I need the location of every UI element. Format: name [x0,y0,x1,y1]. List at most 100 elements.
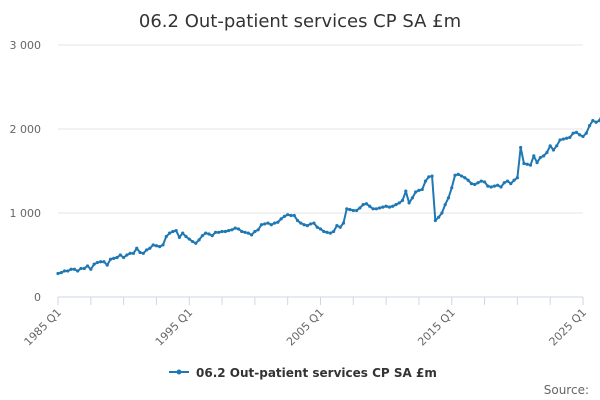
data-point [89,267,93,271]
x-tick-label: 1995 Q1 [153,306,196,349]
data-point [144,248,149,252]
data-point [499,185,503,189]
data-point [440,211,444,215]
data-point [181,231,185,235]
data-point [381,205,385,209]
data-point [269,223,273,227]
data-point [279,217,283,221]
data-point [463,176,467,180]
data-point [391,204,395,208]
data-point [79,266,83,271]
data-point [407,201,411,205]
data-point [492,184,497,188]
data-point [479,179,483,183]
data-point [528,163,533,167]
data-point [105,263,109,267]
data-point [364,202,369,206]
data-point [555,144,559,148]
data-point [325,230,329,234]
data-point [276,220,280,224]
data-point [154,244,159,248]
data-point [312,221,316,225]
data-point [194,241,198,245]
data-point [450,186,454,190]
data-point [443,203,447,207]
data-point [217,230,221,234]
data-point [427,175,431,179]
data-point [404,189,408,193]
data-point [295,218,300,223]
data-point [568,135,572,139]
data-point [476,181,480,185]
data-point [512,178,516,182]
data-point [230,228,234,232]
data-point [558,138,562,142]
data-point [489,185,493,189]
legend-label[interactable]: 06.2 Out-patient services CP SA £m [196,366,437,380]
data-point [456,172,460,176]
data-point [594,120,598,124]
data-point [76,269,80,273]
data-point [282,214,287,218]
data-point [348,208,352,212]
data-point [591,119,595,123]
data-point [578,133,582,137]
data-point [118,253,122,257]
data-point [122,255,126,260]
credits-source[interactable]: Source: [544,383,589,397]
data-point [210,234,214,238]
data-point [141,251,145,255]
data-point [66,269,70,273]
data-point [466,178,470,182]
data-point [131,251,136,255]
data-point [519,145,523,150]
data-point [564,136,569,140]
data-point [486,184,490,188]
data-point [220,229,224,234]
x-axis-ticks: 1985 Q1 1995 Q1 2005 Q1 2015 Q1 2025 Q1 [22,306,590,349]
data-point [535,161,539,165]
data-point [243,230,247,234]
data-point [374,207,378,211]
data-point [515,176,519,180]
series-group [56,116,600,276]
legend-dot-marker [176,369,182,375]
legend[interactable]: 06.2 Out-patient services CP SA £m [169,366,437,380]
data-point [587,124,592,128]
data-point [309,222,313,226]
data-point [190,239,195,244]
data-point [377,206,382,210]
data-point [410,196,414,200]
data-point [102,260,106,264]
data-point [423,179,428,183]
data-point [266,221,270,225]
data-point [187,237,191,241]
data-point [522,161,526,166]
data-point [125,253,129,257]
x-tick-label: 2005 Q1 [284,306,327,349]
data-point [302,223,306,227]
data-point [551,148,556,152]
data-point [240,229,244,234]
data-point [542,154,546,158]
data-point [335,224,339,228]
data-point [532,154,536,158]
data-point [236,227,241,231]
data-point [289,213,293,218]
data-point [138,250,142,255]
data-point [305,224,309,228]
data-point [72,267,77,271]
data-point [473,182,477,187]
data-point [538,155,542,160]
data-point [128,251,132,255]
data-point [85,264,90,268]
data-point [561,137,565,141]
data-point [135,246,139,250]
x-tick-label: 2015 Q1 [415,306,458,349]
data-point [420,187,424,192]
data-point [417,188,421,192]
data-point [158,245,162,249]
data-point [108,257,113,261]
data-point [433,218,437,223]
